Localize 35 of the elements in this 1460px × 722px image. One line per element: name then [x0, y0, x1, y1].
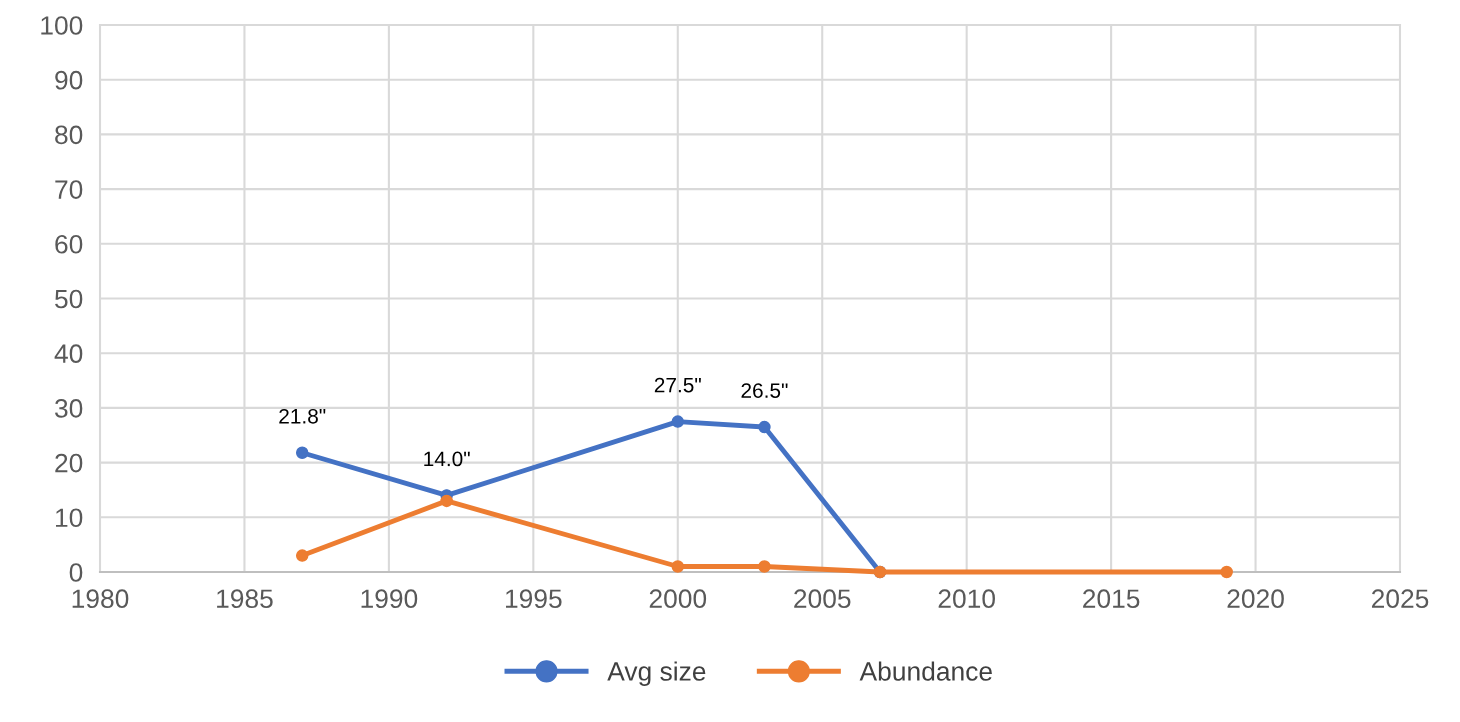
data-label: 21.8" [279, 408, 326, 424]
y-tick-label: 0 [69, 563, 83, 582]
x-tick-label: 2015 [1083, 589, 1140, 609]
data-label: 14.0" [424, 451, 470, 467]
x-tick-label: 2000 [649, 589, 707, 609]
legend-label: Avg size [607, 661, 706, 686]
point [440, 494, 453, 508]
y-tick-label: 60 [55, 234, 83, 254]
point [1220, 565, 1233, 579]
y-tick-label: 80 [55, 125, 83, 145]
point [295, 549, 309, 562]
legend-label: Abundance [859, 661, 992, 681]
point [671, 415, 685, 428]
point [758, 420, 771, 434]
y-tick-label: 50 [55, 289, 83, 309]
y-tick-label: 90 [55, 70, 83, 90]
y-tick-label: 100 [41, 16, 83, 35]
x-tick-label: 1990 [361, 589, 418, 609]
data-label: 27.5" [654, 377, 701, 393]
x-tick-label: 2020 [1227, 589, 1284, 609]
point [758, 560, 771, 573]
x-tick-label: 2025 [1371, 589, 1429, 609]
x-tick-label: 1980 [72, 589, 129, 609]
data-label: 26.5" [741, 383, 788, 398]
point [671, 560, 685, 573]
x-tick-label: 2005 [794, 589, 851, 609]
x-tick-label: 2010 [938, 589, 995, 609]
x-tick-label: 1985 [217, 589, 273, 609]
y-tick-label: 30 [54, 399, 83, 418]
x-tick-label: 1995 [506, 589, 562, 609]
y-tick-label: 70 [55, 180, 83, 199]
point [295, 446, 309, 460]
y-tick-label: 10 [56, 508, 83, 528]
y-tick-label: 20 [55, 453, 83, 473]
y-tick-label: 40 [54, 344, 83, 364]
